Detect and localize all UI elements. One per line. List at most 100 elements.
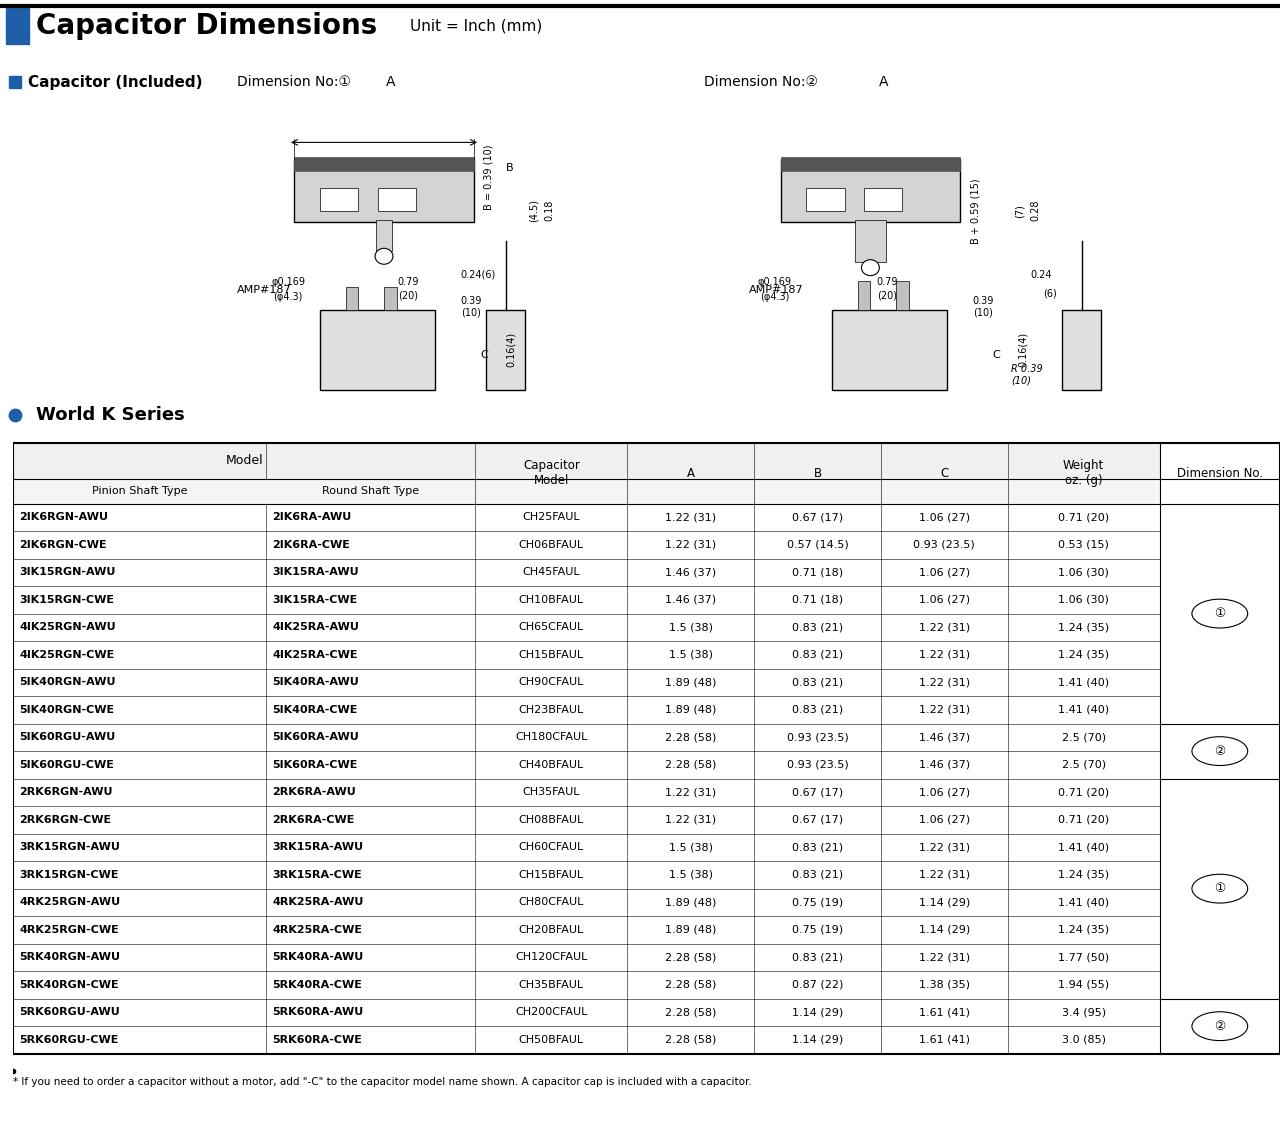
Text: Round Shaft Type: Round Shaft Type <box>323 486 420 497</box>
Circle shape <box>1192 875 1248 903</box>
Text: 1.24 (35): 1.24 (35) <box>1059 622 1110 632</box>
Text: 0.83 (21): 0.83 (21) <box>792 952 844 962</box>
Text: 4RK25RA-CWE: 4RK25RA-CWE <box>273 925 362 935</box>
Text: 1.94 (55): 1.94 (55) <box>1059 980 1110 990</box>
Text: 0.39: 0.39 <box>461 296 483 306</box>
Text: 1.06 (27): 1.06 (27) <box>919 595 970 605</box>
Circle shape <box>1192 1011 1248 1041</box>
Text: 1.41 (40): 1.41 (40) <box>1059 705 1110 715</box>
Text: 3RK15RGN-AWU: 3RK15RGN-AWU <box>19 843 120 852</box>
Text: CH20BFAUL: CH20BFAUL <box>518 925 584 935</box>
Text: 3IK15RGN-AWU: 3IK15RGN-AWU <box>19 567 115 577</box>
Text: 3RK15RA-AWU: 3RK15RA-AWU <box>273 843 364 852</box>
Text: 1.77 (50): 1.77 (50) <box>1059 952 1110 962</box>
Bar <box>6 8 29 43</box>
Text: 0.57 (14.5): 0.57 (14.5) <box>787 540 849 550</box>
Text: 1.41 (40): 1.41 (40) <box>1059 843 1110 852</box>
Text: 0.75 (19): 0.75 (19) <box>792 925 844 935</box>
Circle shape <box>375 248 393 264</box>
Text: 2.28 (58): 2.28 (58) <box>666 732 717 743</box>
Text: Dimension No.: Dimension No. <box>1176 467 1263 480</box>
Text: 2IK6RA-AWU: 2IK6RA-AWU <box>273 513 352 523</box>
Text: 0.83 (21): 0.83 (21) <box>792 843 844 852</box>
Text: 1.22 (31): 1.22 (31) <box>666 814 717 825</box>
Text: 1.89 (48): 1.89 (48) <box>666 898 717 908</box>
Text: ②: ② <box>1215 1019 1225 1033</box>
Text: 1.22 (31): 1.22 (31) <box>666 540 717 550</box>
Text: (20): (20) <box>398 290 419 301</box>
Text: Pinion Shaft Type: Pinion Shaft Type <box>92 486 187 497</box>
Text: 1.46 (37): 1.46 (37) <box>919 760 970 770</box>
Text: 3IK15RGN-CWE: 3IK15RGN-CWE <box>19 595 114 605</box>
Bar <box>376 220 392 251</box>
Text: 1.14 (29): 1.14 (29) <box>919 925 970 935</box>
Text: CH45FAUL: CH45FAUL <box>522 567 580 577</box>
Text: CH35FAUL: CH35FAUL <box>522 787 580 797</box>
Text: CH60CFAUL: CH60CFAUL <box>518 843 584 852</box>
Bar <box>294 159 474 222</box>
Text: 0.53 (15): 0.53 (15) <box>1059 540 1108 550</box>
Text: 5RK60RA-CWE: 5RK60RA-CWE <box>273 1035 362 1044</box>
Bar <box>806 188 845 211</box>
Text: CH120CFAUL: CH120CFAUL <box>515 952 588 962</box>
Text: 2.28 (58): 2.28 (58) <box>666 980 717 990</box>
Text: 2RK6RA-AWU: 2RK6RA-AWU <box>273 787 356 797</box>
Text: 3.0 (85): 3.0 (85) <box>1061 1035 1106 1044</box>
Text: B = 0.39 (10): B = 0.39 (10) <box>484 145 494 210</box>
Text: 5RK60RGU-CWE: 5RK60RGU-CWE <box>19 1035 119 1044</box>
Text: 5IK60RGU-CWE: 5IK60RGU-CWE <box>19 760 114 770</box>
Text: 3IK15RA-AWU: 3IK15RA-AWU <box>273 567 360 577</box>
Text: 0.83 (21): 0.83 (21) <box>792 622 844 632</box>
Text: Dimension No:②: Dimension No:② <box>704 75 818 89</box>
Text: 0.93 (23.5): 0.93 (23.5) <box>787 760 849 770</box>
Text: 0.39: 0.39 <box>973 296 995 306</box>
Text: 1.89 (48): 1.89 (48) <box>666 678 717 687</box>
Text: * If you need to order a capacitor without a motor, add "-C" to the capacitor mo: * If you need to order a capacitor witho… <box>13 1076 751 1087</box>
Bar <box>781 157 960 171</box>
Text: 3RK15RGN-CWE: 3RK15RGN-CWE <box>19 870 119 880</box>
Text: 0.71 (18): 0.71 (18) <box>792 567 844 577</box>
Text: 1.5 (38): 1.5 (38) <box>668 650 713 659</box>
Bar <box>832 310 947 390</box>
Text: 0.75 (19): 0.75 (19) <box>792 898 844 908</box>
Text: B: B <box>813 467 822 480</box>
Bar <box>294 157 474 171</box>
Text: B: B <box>506 163 513 173</box>
Text: 5IK60RA-CWE: 5IK60RA-CWE <box>273 760 358 770</box>
Text: (φ4.3): (φ4.3) <box>760 292 788 302</box>
Text: AMP#187: AMP#187 <box>749 286 804 295</box>
Text: 1.14 (29): 1.14 (29) <box>792 1035 844 1044</box>
Text: ①: ① <box>1215 882 1225 895</box>
Text: 1.89 (48): 1.89 (48) <box>666 925 717 935</box>
Text: ①: ① <box>1215 607 1225 620</box>
Text: C: C <box>480 351 488 360</box>
Text: 2IK6RGN-CWE: 2IK6RGN-CWE <box>19 540 106 550</box>
Text: AMP#187: AMP#187 <box>237 286 292 295</box>
Text: 1.5 (38): 1.5 (38) <box>668 843 713 852</box>
Text: 1.06 (27): 1.06 (27) <box>919 814 970 825</box>
Circle shape <box>1192 599 1248 628</box>
Text: 2.5 (70): 2.5 (70) <box>1061 760 1106 770</box>
Text: World K Series: World K Series <box>36 405 184 424</box>
Text: φ0.169: φ0.169 <box>271 277 305 287</box>
Text: Weight
oz. (g): Weight oz. (g) <box>1062 459 1105 487</box>
Text: 0.67 (17): 0.67 (17) <box>792 513 844 523</box>
Text: 1.06 (30): 1.06 (30) <box>1059 595 1108 605</box>
Text: CH35BFAUL: CH35BFAUL <box>518 980 584 990</box>
Text: 5IK60RA-AWU: 5IK60RA-AWU <box>273 732 360 743</box>
Text: 3.4 (95): 3.4 (95) <box>1061 1007 1106 1017</box>
Bar <box>486 310 525 390</box>
Text: 5RK40RA-AWU: 5RK40RA-AWU <box>273 952 364 962</box>
Text: 1.06 (30): 1.06 (30) <box>1059 567 1108 577</box>
Text: 1.38 (35): 1.38 (35) <box>919 980 970 990</box>
Text: Capacitor
Model: Capacitor Model <box>524 459 580 487</box>
Text: 0.93 (23.5): 0.93 (23.5) <box>914 540 975 550</box>
Text: 0.83 (21): 0.83 (21) <box>792 705 844 715</box>
Text: Dimension No:①: Dimension No:① <box>237 75 351 89</box>
Text: (4.5): (4.5) <box>529 199 539 222</box>
Text: 1.06 (27): 1.06 (27) <box>919 567 970 577</box>
Text: 2RK6RGN-CWE: 2RK6RGN-CWE <box>19 814 111 825</box>
Text: 4IK25RA-AWU: 4IK25RA-AWU <box>273 622 360 632</box>
Bar <box>13 478 1160 503</box>
Bar <box>320 188 358 211</box>
